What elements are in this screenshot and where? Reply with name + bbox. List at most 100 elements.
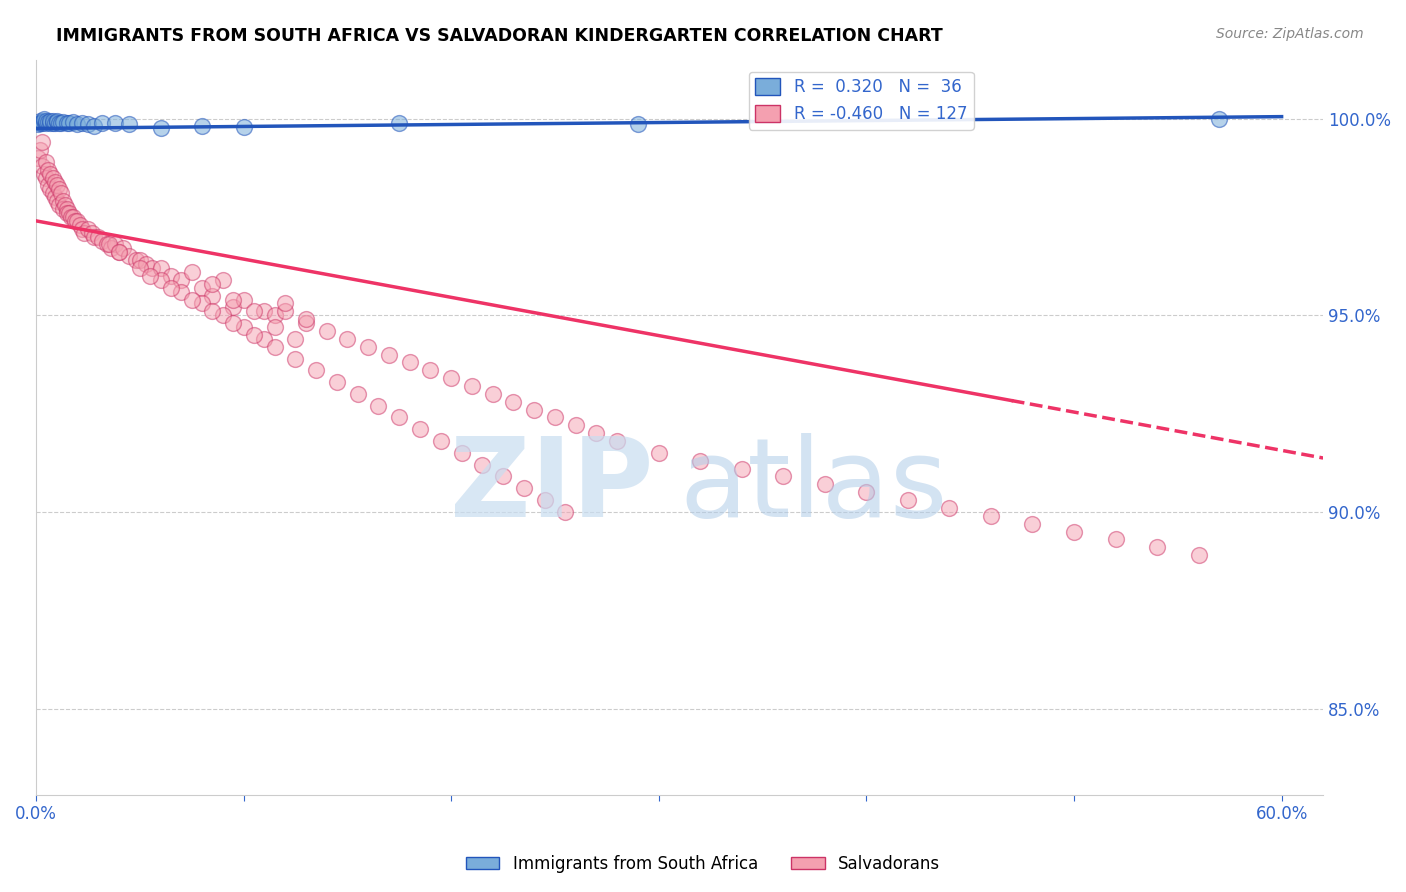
Point: [201, 304, 224, 318]
Point: [378, 348, 401, 362]
Point: [31, 135, 53, 149]
Point: [73, 226, 96, 240]
Point: [471, 458, 494, 472]
Point: [253, 332, 276, 346]
Point: [128, 261, 150, 276]
Point: [814, 477, 837, 491]
Point: [139, 268, 162, 283]
Point: [69, 218, 91, 232]
Point: [104, 237, 127, 252]
Point: [149, 121, 172, 136]
Point: [263, 320, 285, 334]
Point: [305, 363, 328, 377]
Point: [585, 426, 607, 441]
Point: [1208, 112, 1230, 126]
Point: [284, 351, 307, 366]
Point: [315, 324, 337, 338]
Point: [326, 375, 349, 389]
Point: [533, 493, 555, 508]
Point: [35, 113, 58, 128]
Point: [48, 198, 70, 212]
Point: [513, 481, 536, 495]
Point: [481, 387, 503, 401]
Point: [1063, 524, 1085, 539]
Point: [263, 340, 285, 354]
Point: [1104, 533, 1126, 547]
Point: [295, 312, 318, 326]
Point: [648, 446, 671, 460]
Point: [91, 116, 114, 130]
Point: [66, 118, 89, 132]
Point: [35, 170, 58, 185]
Point: [149, 273, 172, 287]
Point: [502, 394, 524, 409]
Point: [544, 410, 567, 425]
Point: [336, 332, 359, 346]
Point: [180, 293, 202, 307]
Point: [35, 115, 58, 129]
Point: [112, 241, 135, 255]
Point: [70, 221, 93, 235]
Point: [96, 237, 118, 252]
Point: [419, 363, 441, 377]
Point: [31, 114, 53, 128]
Point: [201, 277, 224, 291]
Point: [295, 316, 318, 330]
Point: [627, 118, 650, 132]
Point: [1021, 516, 1043, 531]
Point: [41, 115, 63, 129]
Point: [30, 143, 52, 157]
Point: [52, 194, 75, 209]
Point: [37, 162, 59, 177]
Point: [104, 115, 127, 129]
Point: [191, 296, 214, 310]
Point: [41, 186, 63, 201]
Point: [398, 355, 420, 369]
Point: [27, 151, 49, 165]
Point: [30, 113, 52, 128]
Point: [222, 301, 245, 315]
Point: [39, 116, 62, 130]
Point: [35, 154, 58, 169]
Point: [52, 114, 75, 128]
Point: [232, 120, 254, 135]
Point: [56, 206, 79, 220]
Point: [91, 234, 114, 248]
Point: [62, 114, 84, 128]
Point: [170, 285, 193, 299]
Point: [44, 190, 66, 204]
Point: [492, 469, 515, 483]
Point: [49, 116, 72, 130]
Point: [440, 371, 463, 385]
Point: [772, 469, 794, 483]
Point: [170, 273, 193, 287]
Point: [689, 454, 711, 468]
Point: [83, 119, 105, 133]
Point: [450, 446, 472, 460]
Point: [39, 182, 62, 196]
Point: [274, 304, 297, 318]
Point: [346, 387, 368, 401]
Point: [108, 245, 131, 260]
Point: [243, 327, 266, 342]
Point: [45, 113, 67, 128]
Point: [191, 119, 214, 133]
Point: [243, 304, 266, 318]
Point: [367, 399, 389, 413]
Point: [87, 229, 110, 244]
Point: [263, 308, 285, 322]
Point: [32, 112, 55, 127]
Point: [62, 210, 84, 224]
Point: [606, 434, 628, 449]
Point: [388, 116, 411, 130]
Point: [58, 116, 80, 130]
Point: [938, 500, 960, 515]
Legend: R =  0.320   N =  36, R = -0.460   N = 127: R = 0.320 N = 36, R = -0.460 N = 127: [748, 71, 974, 129]
Point: [141, 261, 163, 276]
Point: [409, 422, 432, 436]
Point: [45, 114, 67, 128]
Point: [76, 118, 98, 132]
Point: [58, 206, 80, 220]
Point: [554, 505, 576, 519]
Point: [897, 493, 920, 508]
